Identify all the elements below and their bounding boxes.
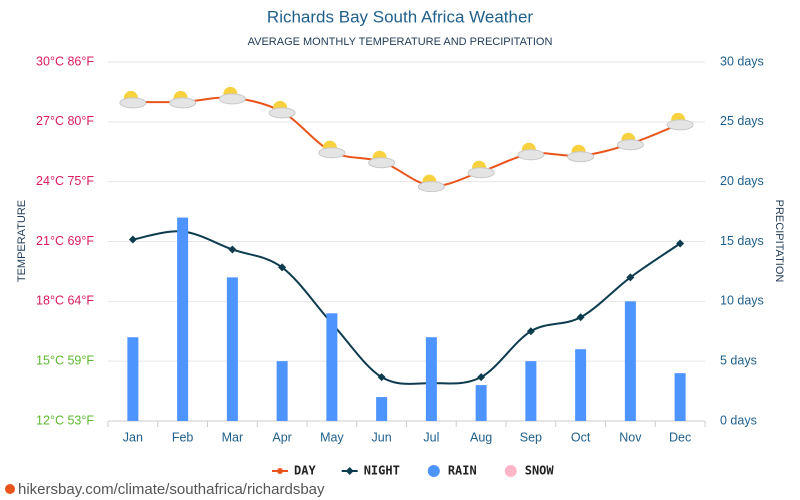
rain-bar: [376, 397, 388, 421]
weather-icon: [467, 167, 495, 179]
x-tick-label: Aug: [470, 430, 492, 444]
weather-icon: [119, 97, 147, 109]
marker: [477, 373, 486, 382]
weather-icon: [268, 107, 296, 119]
x-tick-label: Jan: [123, 430, 143, 444]
x-tick-label: Sep: [520, 430, 542, 444]
y-tick-label: 18°C 64°F: [36, 294, 94, 308]
y2-tick-label: 25 days: [720, 114, 764, 128]
y-tick-label: 24°C 75°F: [36, 174, 94, 188]
legend-label: DAY: [294, 464, 316, 478]
x-tick-label: Nov: [619, 430, 642, 444]
rain-bar: [475, 385, 487, 421]
x-tick-label: Jun: [372, 430, 392, 444]
weather-icon: [517, 149, 545, 161]
weather-icon: [616, 139, 644, 151]
legend-swatch: [427, 465, 440, 477]
rain-bar: [525, 361, 537, 421]
weather-icon: [666, 119, 694, 131]
legend-swatch: [277, 468, 283, 474]
legend-label: RAIN: [448, 464, 477, 478]
x-tick-label: Feb: [172, 430, 194, 444]
x-tick-label: May: [320, 430, 344, 444]
legend-swatch: [345, 467, 354, 475]
y2-tick-label: 5 days: [720, 353, 757, 367]
marker: [228, 245, 237, 254]
marker: [576, 313, 585, 322]
rain-bar: [674, 373, 686, 421]
rain-bar: [326, 313, 338, 421]
y2-axis-label: PRECIPITATION: [773, 200, 785, 283]
weather-icon: [169, 97, 197, 109]
legend-label: SNOW: [525, 464, 555, 478]
legend-swatch: [504, 465, 517, 477]
rain-bar: [624, 301, 636, 421]
y-axis-label: TEMPERATURE: [16, 200, 28, 282]
weather-icon: [318, 147, 346, 159]
marker: [526, 327, 535, 336]
y-tick-label: 21°C 69°F: [36, 234, 94, 248]
y2-tick-label: 20 days: [720, 174, 764, 188]
weather-icon: [567, 151, 595, 163]
marker: [128, 235, 137, 244]
y2-tick-label: 15 days: [720, 234, 764, 248]
rain-bar: [177, 217, 189, 421]
y2-tick-label: 30 days: [720, 54, 764, 68]
x-tick-label: Oct: [571, 430, 591, 444]
marker: [278, 263, 287, 272]
y-tick-label: 30°C 86°F: [36, 54, 94, 68]
x-tick-label: Mar: [222, 430, 244, 444]
marker: [626, 273, 635, 282]
source-icon: [5, 484, 15, 494]
rain-bar: [127, 337, 139, 421]
y2-tick-label: 0 days: [720, 413, 757, 427]
rain-bar: [276, 361, 288, 421]
chart-subtitle: AVERAGE MONTHLY TEMPERATURE AND PRECIPIT…: [248, 36, 553, 48]
line: [132, 96, 681, 187]
y-tick-label: 15°C 59°F: [36, 353, 94, 367]
y2-tick-label: 10 days: [720, 294, 764, 308]
x-tick-label: Dec: [669, 430, 691, 444]
x-tick-label: Jul: [423, 430, 439, 444]
chart-title: Richards Bay South Africa Weather: [267, 7, 533, 26]
rain-bar: [226, 277, 238, 421]
marker: [676, 239, 685, 248]
rain-bar: [575, 349, 587, 421]
legend-label: NIGHT: [364, 464, 400, 478]
marker: [377, 373, 386, 382]
y-tick-label: 27°C 80°F: [36, 114, 94, 128]
x-tick-label: Apr: [272, 430, 291, 444]
source-link[interactable]: hikersbay.com/climate/southafrica/richar…: [18, 481, 325, 498]
rain-bar: [425, 337, 437, 421]
weather-icon: [368, 157, 396, 169]
weather-icon: [417, 181, 445, 193]
weather-icon: [218, 93, 246, 105]
y-tick-label: 12°C 53°F: [36, 413, 94, 427]
